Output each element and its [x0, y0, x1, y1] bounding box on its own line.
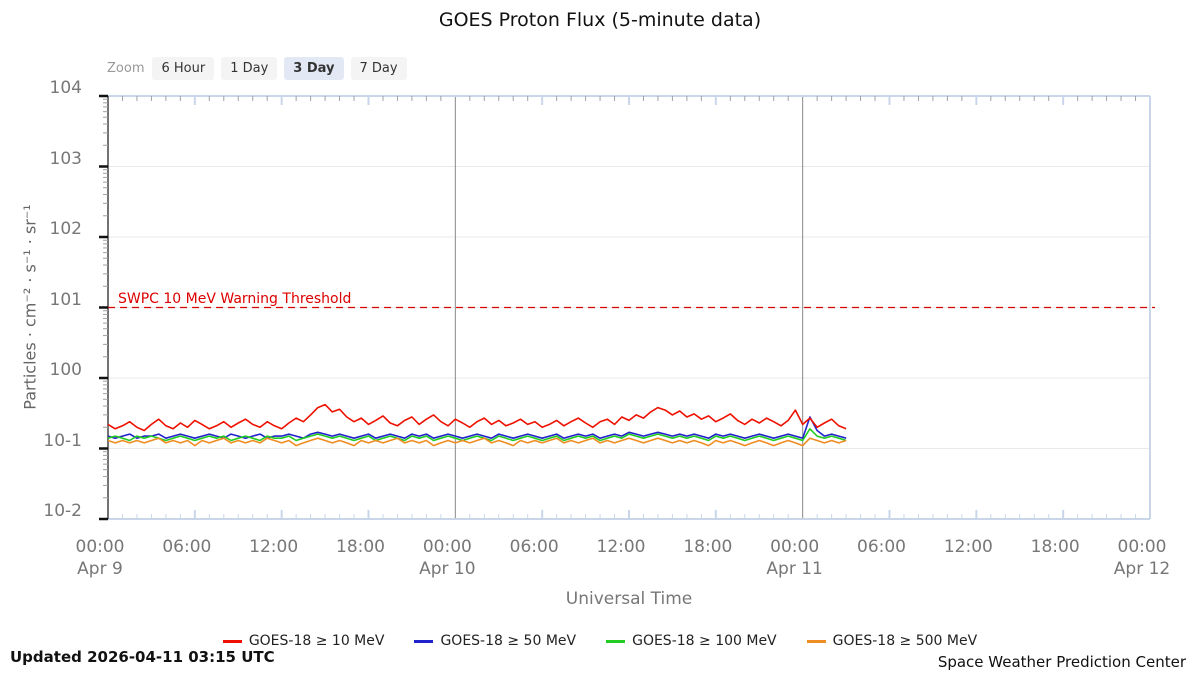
- y-tick-label: 101: [49, 289, 82, 310]
- x-tick-label: 00:00: [422, 537, 472, 557]
- threshold-label: SWPC 10 MeV Warning Threshold: [118, 291, 352, 307]
- x-tick-label: 12:00: [943, 537, 993, 557]
- series-line-goes-18-50-mev: [107, 416, 847, 440]
- y-axis-title: Particles · cm⁻² · s⁻¹ · sr⁻¹: [20, 204, 40, 410]
- legend-item-label: GOES-18 ≥ 50 MeV: [440, 633, 577, 649]
- legend-dash-icon: [414, 639, 434, 643]
- x-tick-label: 00:00: [75, 537, 125, 557]
- x-date-label: Apr 11: [766, 559, 823, 579]
- x-tick-label: 12:00: [596, 537, 646, 557]
- plot-area: [99, 94, 1155, 521]
- zoom-label: Zoom: [107, 61, 145, 76]
- x-date-label: Apr 12: [1113, 559, 1171, 579]
- legend-item-goes-18-500-mev[interactable]: GOES-18 ≥ 500 MeV: [806, 633, 978, 649]
- zoom-3day-button[interactable]: 3 Day: [284, 57, 344, 80]
- updated-timestamp: Updated 2026-04-11 03:15 UTC: [10, 648, 275, 666]
- chart-title: GOES Proton Flux (5-minute data): [438, 9, 762, 31]
- legend-dash-icon: [806, 639, 826, 643]
- y-tick-label: 104: [49, 78, 82, 98]
- credit-text: Space Weather Prediction Center: [937, 653, 1186, 671]
- x-date-label: Apr 9: [77, 559, 123, 579]
- y-tick-label: 103: [49, 148, 82, 169]
- y-tick-label: 102: [49, 219, 82, 239]
- x-tick-label: 18:00: [336, 537, 385, 557]
- zoom-toolbar: Zoom 6 Hour 1 Day 3 Day 7 Day: [107, 57, 407, 80]
- legend-item-goes-18-50-mev[interactable]: GOES-18 ≥ 50 MeV: [414, 633, 576, 649]
- x-tick-label: 06:00: [857, 537, 906, 557]
- y-tick-label: 10-1: [43, 430, 82, 451]
- zoom-1day-button[interactable]: 1 Day: [221, 57, 278, 80]
- series-line-goes-18-500-mev: [107, 437, 847, 447]
- legend-item-goes-18-10-mev[interactable]: GOES-18 ≥ 10 MeV: [222, 633, 385, 649]
- x-tick-label: 06:00: [162, 537, 212, 557]
- series-line-goes-18-10-mev: [107, 403, 847, 432]
- x-axis-title: Universal Time: [565, 589, 693, 609]
- x-tick-label: 12:00: [249, 537, 299, 557]
- legend-item-goes-18-100-mev[interactable]: GOES-18 ≥ 100 MeV: [606, 633, 777, 649]
- x-tick-label: 06:00: [509, 537, 559, 557]
- x-tick-label: 18:00: [1030, 537, 1080, 557]
- x-tick-label: 00:00: [770, 537, 820, 557]
- legend-item-label: GOES-18 ≥ 100 MeV: [632, 633, 777, 649]
- y-tick-label: 100: [49, 360, 82, 380]
- legend-dash-icon: [222, 639, 242, 643]
- series-line-goes-18-100-mev: [107, 427, 847, 442]
- x-date-label: Apr 10: [419, 559, 476, 579]
- legend-item-label: GOES-18 ≥ 10 MeV: [248, 633, 385, 649]
- zoom-6hour-button[interactable]: 6 Hour: [152, 57, 215, 80]
- y-tick-label: 10-2: [43, 501, 82, 521]
- legend-item-label: GOES-18 ≥ 500 MeV: [832, 633, 978, 649]
- x-tick-label: 00:00: [1117, 537, 1167, 557]
- x-tick-label: 18:00: [683, 537, 733, 557]
- zoom-7day-button[interactable]: 7 Day: [350, 57, 407, 80]
- legend: GOES-18 ≥ 10 MeV GOES-18 ≥ 50 MeV GOES-18 …: [0, 633, 1200, 649]
- legend-dash-icon: [606, 639, 626, 643]
